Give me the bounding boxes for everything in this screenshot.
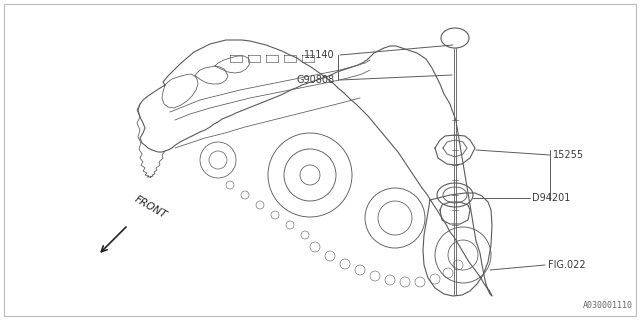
- Text: D94201: D94201: [532, 193, 570, 203]
- Text: A030001110: A030001110: [583, 301, 633, 310]
- Text: FRONT: FRONT: [133, 194, 169, 220]
- Text: 11140: 11140: [305, 50, 335, 60]
- Text: G90808: G90808: [297, 75, 335, 85]
- Text: 15255: 15255: [553, 150, 584, 160]
- Text: FIG.022: FIG.022: [548, 260, 586, 270]
